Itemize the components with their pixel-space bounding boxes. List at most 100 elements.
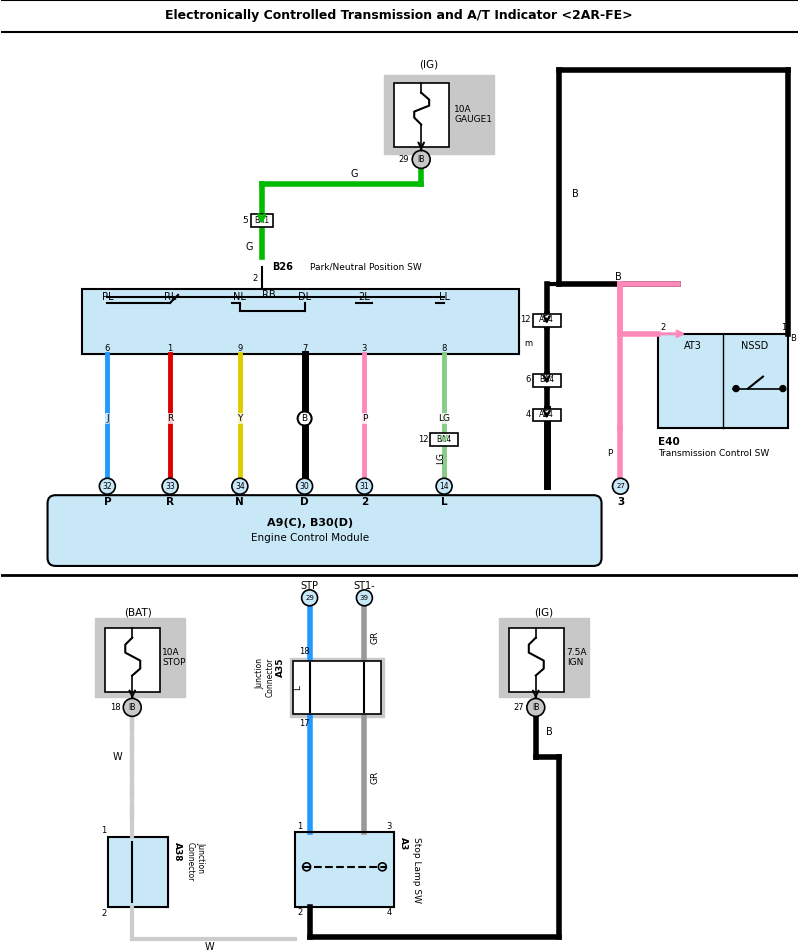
Circle shape [527,699,545,717]
Text: 18: 18 [110,703,120,712]
Text: 2: 2 [361,497,368,507]
Bar [384,74,494,154]
Text: 3: 3 [362,345,367,353]
Text: B: B [302,414,308,423]
Text: G: G [246,242,253,252]
Text: Stop Lamp SW: Stop Lamp SW [412,837,422,902]
Circle shape [357,478,372,494]
Text: 2L: 2L [358,292,370,302]
Text: L: L [441,497,447,507]
Text: 8: 8 [442,345,446,353]
Text: P: P [103,497,111,507]
Text: PL: PL [102,292,113,302]
Text: G: G [350,169,358,179]
Circle shape [162,478,178,494]
Text: (BAT): (BAT) [124,607,152,618]
Text: 7.5A
IGN: 7.5A IGN [566,648,587,667]
Text: AE4: AE4 [539,410,554,419]
Circle shape [780,386,786,391]
Text: A35: A35 [276,658,285,677]
Text: DL: DL [298,292,311,302]
Text: 7: 7 [302,345,307,353]
Bar [533,408,561,422]
Text: Transmission Control SW: Transmission Control SW [658,448,770,458]
Text: 12: 12 [520,315,530,325]
Text: B: B [572,189,578,199]
Text: IB: IB [418,155,425,164]
Bar [95,618,185,698]
Text: m: m [525,339,533,348]
Text: BA4: BA4 [539,375,554,384]
Circle shape [436,478,452,494]
Text: LG: LG [438,414,450,423]
Text: W: W [113,752,122,763]
Text: 9: 9 [238,345,242,353]
Text: STP: STP [301,581,318,591]
Text: 1: 1 [297,822,302,831]
Circle shape [99,478,115,494]
Text: BA4: BA4 [437,435,452,444]
Bar [82,289,519,354]
Text: 6: 6 [105,345,110,353]
Text: A3: A3 [399,837,408,850]
Text: (IG): (IG) [420,60,438,69]
Text: 6: 6 [526,375,530,384]
Text: 18: 18 [299,646,310,656]
Text: 17: 17 [299,720,310,728]
Bar [430,433,458,446]
Text: 32: 32 [102,482,112,490]
Text: E40: E40 [658,437,680,447]
Text: 4: 4 [386,907,392,917]
Text: NSSD: NSSD [742,341,769,350]
Text: P: P [607,448,613,458]
Text: B: B [546,727,553,738]
Text: 2: 2 [297,907,302,917]
Text: 29: 29 [398,155,410,164]
Text: B: B [790,334,796,344]
Text: 29: 29 [305,595,314,601]
Bar [106,627,160,692]
Text: GR: GR [370,770,379,783]
Bar [294,832,394,906]
Text: Junction
Connector: Junction Connector [255,658,274,697]
Circle shape [733,386,739,391]
Bar [509,627,564,692]
Text: 27: 27 [513,703,524,712]
Circle shape [123,699,142,717]
Text: 1: 1 [167,345,173,353]
Text: B: B [615,272,622,282]
Circle shape [232,478,248,494]
Text: NL: NL [234,292,246,302]
Bar [394,83,449,148]
Text: (IG): (IG) [534,607,554,618]
Bar [499,618,589,698]
Text: LG: LG [437,452,446,465]
Text: N: N [235,497,244,507]
Text: 5: 5 [242,216,248,225]
Text: 30: 30 [300,482,310,490]
Text: P: P [362,414,367,423]
Text: AE4: AE4 [539,315,554,325]
Text: 4: 4 [526,410,530,419]
Circle shape [297,478,313,494]
Text: Engine Control Module: Engine Control Module [250,533,369,543]
Bar [294,832,394,906]
Bar [108,837,168,906]
Bar [658,334,788,428]
Text: Junction
Connector: Junction Connector [186,842,206,882]
Text: Y: Y [237,414,242,423]
Text: ST1-: ST1- [354,581,375,591]
Text: Electronically Controlled Transmission and A/T Indicator <2AR-FE>: Electronically Controlled Transmission a… [166,10,633,23]
Text: A38: A38 [173,842,182,862]
Text: 27: 27 [616,484,625,489]
Text: L: L [293,685,302,690]
Text: B26: B26 [272,262,293,272]
Bar [82,289,519,354]
Text: 14: 14 [439,482,449,490]
Text: 33: 33 [166,482,175,490]
Bar [533,373,561,387]
Bar [658,334,788,428]
Text: RL: RL [164,292,176,302]
Text: 2: 2 [101,909,106,918]
Text: 3: 3 [386,822,392,831]
